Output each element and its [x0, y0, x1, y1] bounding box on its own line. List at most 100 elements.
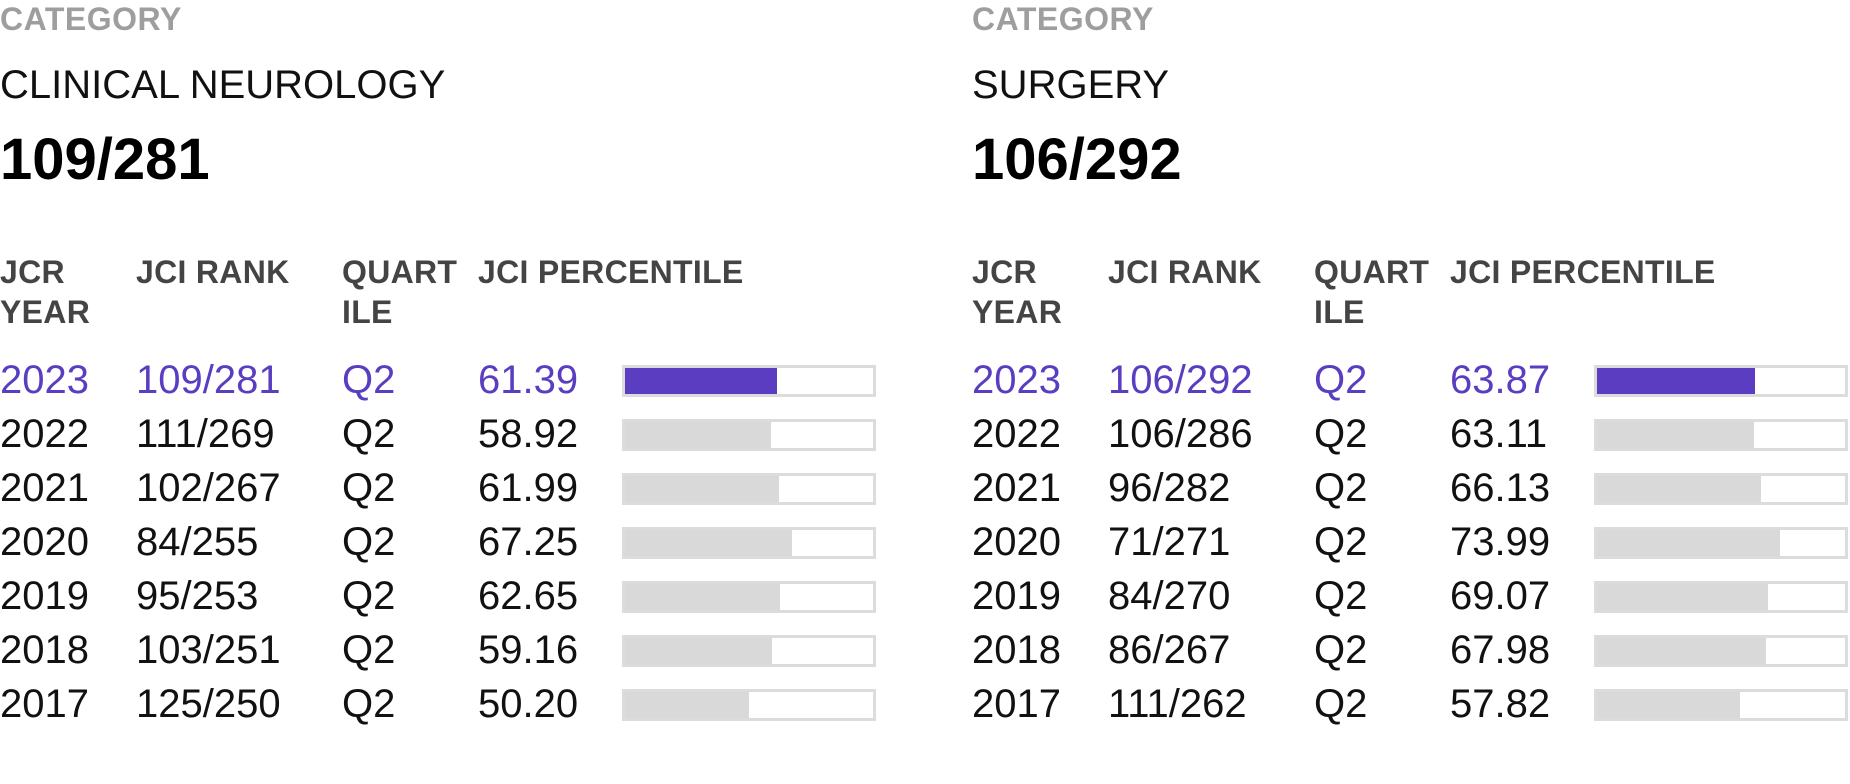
percentile-bar-fill — [1597, 476, 1761, 502]
jci-rank-cell: 106/286 — [1108, 412, 1253, 456]
quartile-cell: Q2 — [342, 466, 396, 510]
percentile-bar — [622, 635, 876, 667]
percentile-bar-fill — [1597, 692, 1741, 718]
quartile-cell: Q2 — [342, 574, 396, 618]
quartile-cell: Q2 — [342, 358, 396, 402]
jci-rank-cell: 111/269 — [136, 412, 275, 456]
table-row: 2020 71/271 Q2 73.99 — [972, 510, 1850, 574]
category-panel-clinical-neurology: CATEGORY CLINICAL NEUROLOGY 109/281 JCR … — [0, 0, 900, 784]
quartile-cell: Q2 — [342, 628, 396, 672]
percentile-bar — [622, 473, 876, 505]
jcr-year-cell: 2019 — [972, 574, 1061, 618]
jcr-year-cell: 2023 — [0, 358, 89, 402]
jci-rank-cell: 106/292 — [1108, 358, 1253, 402]
jcr-year-cell: 2018 — [0, 628, 89, 672]
percentile-bar-fill — [625, 638, 772, 664]
jcr-year-cell: 2022 — [0, 412, 89, 456]
percentile-bar — [1594, 689, 1848, 721]
percentile-bar-fill — [1597, 638, 1766, 664]
header-jcr-year: JCR YEAR — [972, 254, 1063, 330]
percentile-bar — [1594, 365, 1848, 397]
table-row: 2019 95/253 Q2 62.65 — [0, 564, 900, 628]
category-label: CATEGORY — [972, 1, 1154, 37]
header-quartile: QUART ILE — [342, 254, 458, 330]
jci-percentile-cell: 62.65 — [478, 574, 579, 618]
quartile-cell: Q2 — [342, 412, 396, 456]
percentile-bar — [622, 527, 876, 559]
percentile-bar-fill — [625, 368, 778, 394]
header-jci-percentile: JCI PERCENTILE — [1450, 254, 1716, 290]
table-row: 2020 84/255 Q2 67.25 — [0, 510, 900, 574]
table-row: 2018 86/267 Q2 67.98 — [972, 618, 1850, 682]
percentile-bar — [1594, 473, 1848, 505]
table-row: 2021 102/267 Q2 61.99 — [0, 456, 900, 520]
percentile-bar-fill — [625, 692, 750, 718]
jci-rank-cell: 84/270 — [1108, 574, 1231, 618]
jci-percentile-cell: 61.39 — [478, 358, 579, 402]
quartile-cell: Q2 — [342, 520, 396, 564]
jci-rank-cell: 71/271 — [1108, 520, 1231, 564]
table-header: JCR YEAR JCI RANK QUART ILE JCI PERCENTI… — [0, 252, 900, 342]
table-row: 2019 84/270 Q2 69.07 — [972, 564, 1850, 628]
jci-rank-cell: 96/282 — [1108, 466, 1231, 510]
jci-percentile-cell: 67.25 — [478, 520, 579, 564]
quartile-cell: Q2 — [1314, 466, 1368, 510]
jci-percentile-cell: 61.99 — [478, 466, 579, 510]
category-name: CLINICAL NEUROLOGY — [0, 63, 446, 107]
jci-percentile-cell: 58.92 — [478, 412, 579, 456]
percentile-bar-fill — [1597, 422, 1754, 448]
jci-rank-cell: 111/262 — [1108, 682, 1247, 726]
jci-rank-cell: 86/267 — [1108, 628, 1231, 672]
percentile-bar-fill — [1597, 368, 1756, 394]
percentile-bar-fill — [625, 584, 781, 610]
percentile-bar — [1594, 527, 1848, 559]
jci-percentile-cell: 73.99 — [1450, 520, 1551, 564]
quartile-cell: Q2 — [1314, 682, 1368, 726]
jci-percentile-cell: 69.07 — [1450, 574, 1551, 618]
jcr-year-cell: 2021 — [972, 466, 1061, 510]
jcr-year-cell: 2017 — [972, 682, 1061, 726]
quartile-cell: Q2 — [1314, 412, 1368, 456]
jcr-year-cell: 2023 — [972, 358, 1061, 402]
jci-rank-cell: 109/281 — [136, 358, 281, 402]
jci-percentile-cell: 63.87 — [1450, 358, 1551, 402]
jci-rank-cell: 125/250 — [136, 682, 281, 726]
percentile-bar-fill — [1597, 584, 1769, 610]
jci-rank-cell: 102/267 — [136, 466, 281, 510]
percentile-bar — [622, 419, 876, 451]
table-row: 2022 111/269 Q2 58.92 — [0, 402, 900, 466]
jcr-year-cell: 2020 — [0, 520, 89, 564]
jcr-year-cell: 2021 — [0, 466, 89, 510]
table-row: 2017 111/262 Q2 57.82 — [972, 672, 1850, 736]
table-row: 2021 96/282 Q2 66.13 — [972, 456, 1850, 520]
table-row: 2017 125/250 Q2 50.20 — [0, 672, 900, 736]
jci-rank-cell: 103/251 — [136, 628, 281, 672]
category-name: SURGERY — [972, 63, 1170, 107]
table-row: 2023 109/281 Q2 61.39 — [0, 348, 900, 412]
quartile-cell: Q2 — [1314, 574, 1368, 618]
percentile-bar — [622, 581, 876, 613]
quartile-cell: Q2 — [1314, 628, 1368, 672]
jcr-year-cell: 2019 — [0, 574, 89, 618]
header-jcr-year: JCR YEAR — [0, 254, 91, 330]
jci-percentile-cell: 66.13 — [1450, 466, 1551, 510]
quartile-cell: Q2 — [1314, 358, 1368, 402]
header-jci-rank: JCI RANK — [1108, 254, 1262, 290]
header-jci-percentile: JCI PERCENTILE — [478, 254, 744, 290]
category-rank: 106/292 — [972, 127, 1182, 192]
header-jci-rank: JCI RANK — [136, 254, 290, 290]
quartile-cell: Q2 — [1314, 520, 1368, 564]
table-row: 2018 103/251 Q2 59.16 — [0, 618, 900, 682]
jci-percentile-cell: 59.16 — [478, 628, 579, 672]
table-row: 2022 106/286 Q2 63.11 — [972, 402, 1850, 466]
percentile-bar-fill — [1597, 530, 1781, 556]
quartile-cell: Q2 — [342, 682, 396, 726]
percentile-bar — [1594, 419, 1848, 451]
jcr-year-cell: 2020 — [972, 520, 1061, 564]
category-panel-surgery: CATEGORY SURGERY 106/292 JCR YEAR JCI RA… — [972, 0, 1850, 784]
jci-percentile-cell: 50.20 — [478, 682, 579, 726]
percentile-bar — [1594, 635, 1848, 667]
percentile-bar-fill — [625, 530, 792, 556]
header-quartile: QUART ILE — [1314, 254, 1430, 330]
